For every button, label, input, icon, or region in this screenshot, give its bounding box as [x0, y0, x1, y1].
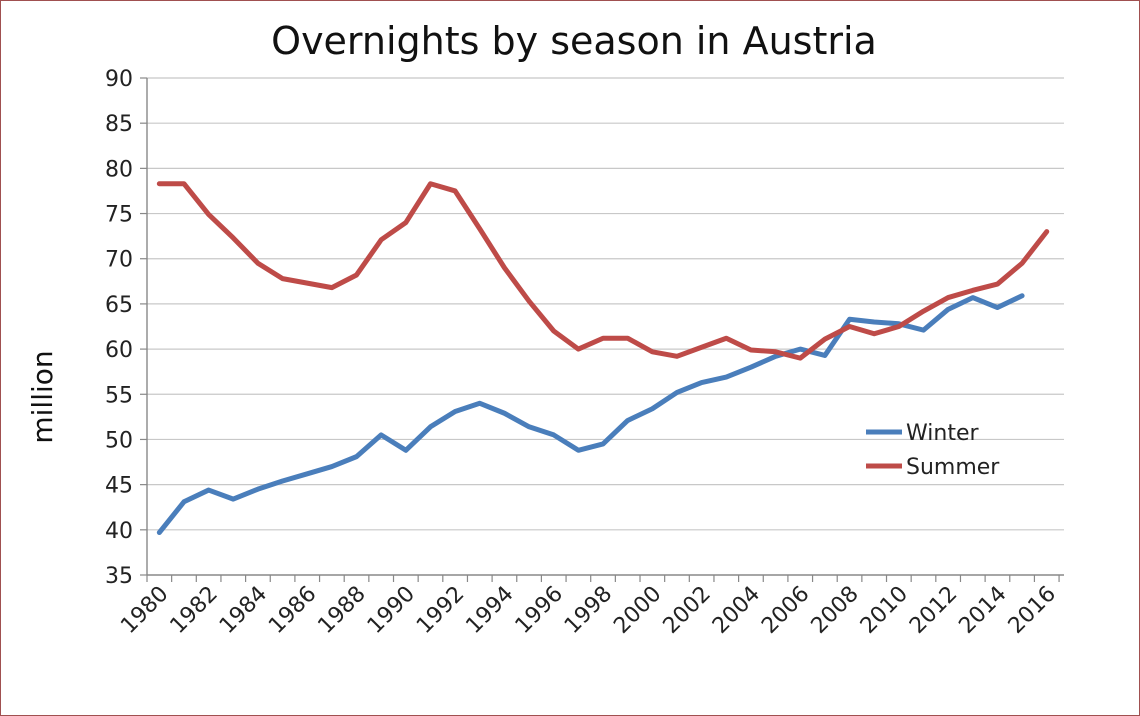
- legend: Winter Summer: [866, 421, 1000, 480]
- series-line-winter: [156, 293, 1025, 536]
- legend-label-winter: Winter: [906, 421, 979, 446]
- x-tick-label: 2012: [905, 582, 962, 639]
- y-tick-label: 70: [105, 248, 133, 273]
- y-tick-labels: 35 40 45 50 55 60 65 70 75 80 85 90: [105, 67, 133, 589]
- x-tick-label: 2000: [609, 582, 666, 639]
- y-axis-label: million: [26, 350, 59, 443]
- x-tick-label: 1996: [511, 582, 568, 639]
- x-tick-label: 1984: [215, 582, 272, 639]
- legend-label-summer: Summer: [906, 455, 1000, 480]
- y-tick-label: 75: [105, 203, 133, 228]
- x-tick-label: 1998: [560, 582, 617, 639]
- y-tick-label: 35: [105, 564, 133, 589]
- chart-title: Overnights by season in Austria: [271, 19, 877, 63]
- x-tick-label: 1982: [166, 582, 223, 639]
- x-tick-label: 1980: [116, 582, 173, 639]
- y-tick-label: 55: [105, 383, 133, 408]
- x-tick-label: 1992: [412, 582, 469, 639]
- x-tick-label: 2002: [659, 582, 716, 639]
- y-tick-label: 85: [105, 112, 133, 137]
- x-tick-label: 2008: [807, 582, 864, 639]
- x-tick-label: 2014: [954, 582, 1011, 639]
- y-tick-label: 50: [105, 428, 133, 453]
- y-tick-label: 90: [105, 67, 133, 92]
- x-tick-label: 1990: [363, 582, 420, 639]
- y-tick-label: 60: [105, 338, 133, 363]
- x-tick-label: 1986: [264, 582, 321, 639]
- x-tick-label: 2010: [856, 582, 913, 639]
- x-tick-label: 1988: [313, 582, 370, 639]
- y-tick-label: 65: [105, 293, 133, 318]
- x-tick-labels: 1980198219841986198819901992199419961998…: [116, 582, 1061, 639]
- gridlines: [147, 77, 1064, 531]
- axes: [140, 77, 1064, 582]
- x-tick-label: 2006: [757, 582, 814, 639]
- x-tick-label: 2016: [1004, 582, 1061, 639]
- series-lines: [156, 181, 1050, 536]
- y-tick-label: 40: [105, 519, 133, 544]
- y-tick-label: 80: [105, 157, 133, 182]
- x-tick-label: 1994: [461, 582, 518, 639]
- series-line-summer: [156, 181, 1050, 361]
- y-tick-label: 45: [105, 474, 133, 499]
- x-tick-label: 2004: [708, 582, 765, 639]
